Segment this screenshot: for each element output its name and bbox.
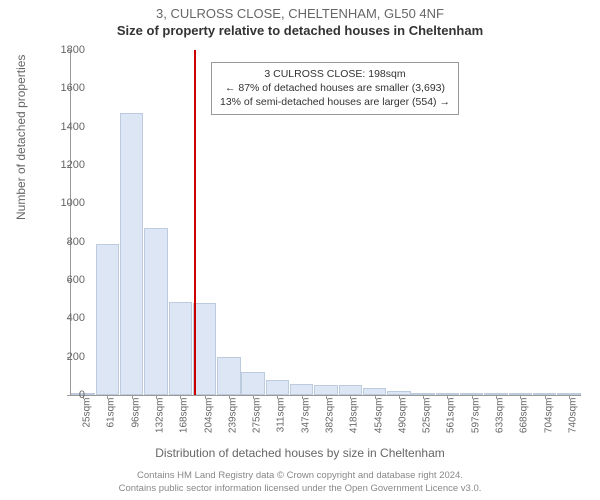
annotation-line2: ← 87% of detached houses are smaller (3,… [225, 82, 445, 94]
xtick-label: 25sqm [82, 398, 93, 428]
histogram-bar [314, 385, 337, 395]
xtick-label: 168sqm [179, 398, 190, 434]
histogram-bar [339, 385, 362, 395]
xtick-label: 633sqm [495, 398, 506, 434]
xtick-label: 490sqm [397, 398, 408, 434]
xtick-label: 132sqm [155, 398, 166, 434]
xtick-label: 597sqm [470, 398, 481, 434]
ytick-label: 600 [45, 274, 85, 286]
page-title-address: 3, CULROSS CLOSE, CHELTENHAM, GL50 4NF [0, 0, 600, 21]
xtick-label: 740sqm [567, 398, 578, 434]
ytick-label: 400 [45, 312, 85, 324]
footer-line2: Contains public sector information licen… [119, 483, 482, 494]
page-title-subtitle: Size of property relative to detached ho… [0, 21, 600, 38]
reference-line [194, 50, 196, 395]
xtick-label: 525sqm [422, 398, 433, 434]
footer-line1: Contains HM Land Registry data © Crown c… [137, 470, 463, 481]
y-axis-title: Number of detached properties [14, 55, 28, 220]
ytick-label: 1200 [45, 159, 85, 171]
xtick-label: 382sqm [325, 398, 336, 434]
histogram-bar [144, 228, 167, 395]
histogram-bar [266, 380, 289, 395]
histogram-bar [96, 244, 119, 395]
annotation-box: 3 CULROSS CLOSE: 198sqm ← 87% of detached… [211, 62, 459, 115]
ytick-label: 200 [45, 351, 85, 363]
xtick-label: 668sqm [519, 398, 530, 434]
xtick-label: 61sqm [106, 398, 117, 428]
footer-attribution: Contains HM Land Registry data © Crown c… [0, 470, 600, 496]
annotation-line1: 3 CULROSS CLOSE: 198sqm [264, 68, 405, 80]
xtick-label: 454sqm [373, 398, 384, 434]
ytick-label: 1600 [45, 82, 85, 94]
annotation-line3: 13% of semi-detached houses are larger (… [220, 96, 450, 108]
xtick-label: 561sqm [446, 398, 457, 434]
ytick-label: 1800 [45, 44, 85, 56]
histogram-bar [290, 384, 313, 395]
xtick-label: 418sqm [349, 398, 360, 434]
xtick-label: 347sqm [300, 398, 311, 434]
histogram-bar [241, 372, 264, 395]
histogram-chart: 25sqm61sqm96sqm132sqm168sqm204sqm239sqm2… [70, 50, 580, 395]
ytick-label: 0 [45, 389, 85, 401]
ytick-label: 1400 [45, 121, 85, 133]
histogram-bar [217, 357, 240, 395]
plot-area: 25sqm61sqm96sqm132sqm168sqm204sqm239sqm2… [70, 50, 581, 396]
xtick-label: 239sqm [227, 398, 238, 434]
xtick-label: 204sqm [203, 398, 214, 434]
ytick-label: 1000 [45, 197, 85, 209]
histogram-bar [363, 388, 386, 395]
xtick-label: 275sqm [252, 398, 263, 434]
xtick-label: 704sqm [543, 398, 554, 434]
xtick-label: 311sqm [276, 398, 287, 433]
xtick-label: 96sqm [130, 398, 141, 428]
x-axis-title: Distribution of detached houses by size … [0, 446, 600, 460]
histogram-bar [120, 113, 143, 395]
ytick-label: 800 [45, 236, 85, 248]
histogram-bar [193, 303, 216, 395]
histogram-bar [169, 302, 192, 395]
